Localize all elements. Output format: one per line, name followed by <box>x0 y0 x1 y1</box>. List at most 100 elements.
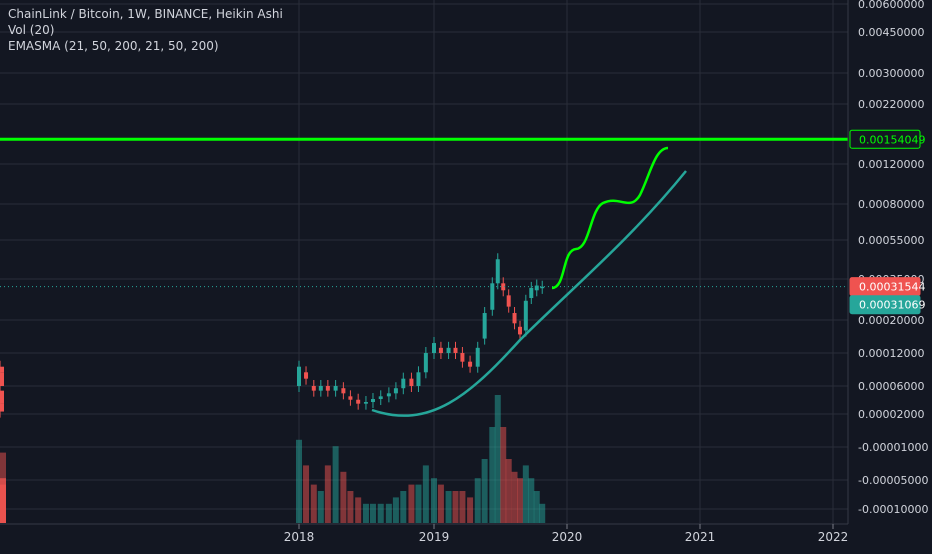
volume-bar <box>362 503 369 523</box>
candle-body[interactable] <box>401 378 406 389</box>
volume-bar <box>369 503 376 523</box>
candle-body[interactable] <box>304 372 309 379</box>
time-tick-label: 2019 <box>419 530 450 544</box>
candle-body[interactable] <box>356 399 361 404</box>
volume-bar <box>303 465 310 523</box>
candle-body[interactable] <box>446 347 451 353</box>
candle-body[interactable] <box>460 353 465 362</box>
volume-bar <box>445 491 452 523</box>
candle-body[interactable] <box>297 366 301 386</box>
volume-bar <box>528 478 535 523</box>
price-tick-label: -0.00005000 <box>858 474 928 487</box>
candle-body[interactable] <box>370 399 375 403</box>
volume-bar <box>474 478 481 523</box>
volume-bar <box>494 395 501 523</box>
volume-bar <box>400 491 407 523</box>
volume-bar <box>459 491 466 523</box>
time-tick-label: 2021 <box>685 530 716 544</box>
candle-body[interactable] <box>0 372 4 386</box>
candle-body[interactable] <box>378 396 383 400</box>
volume-bar <box>422 465 429 523</box>
price-tick-label: 0.00006000 <box>858 380 924 393</box>
price-tick-label: 0.00080000 <box>858 198 924 211</box>
time-tick-label: 2020 <box>552 530 583 544</box>
volume-bar <box>500 427 507 523</box>
candle-body[interactable] <box>506 295 511 307</box>
volume-bar <box>511 471 518 523</box>
candle-body[interactable] <box>409 378 414 386</box>
volume-bar <box>347 491 354 523</box>
candle-body[interactable] <box>529 287 534 299</box>
candle-body[interactable] <box>438 347 443 353</box>
price-tick-label: 0.00450000 <box>858 26 924 39</box>
candle-body[interactable] <box>534 285 539 291</box>
candle-body[interactable] <box>318 386 323 391</box>
volume-bar <box>317 491 324 523</box>
legend-emasma[interactable]: EMASMA (21, 50, 200, 21, 50, 200) <box>8 39 219 53</box>
candle-body[interactable] <box>333 386 338 391</box>
ma-badge-bg <box>849 295 921 315</box>
candle-body[interactable] <box>0 403 4 412</box>
last-price-badge: 0.00031544 <box>849 277 925 297</box>
candle-body[interactable] <box>517 326 522 335</box>
candle-body[interactable] <box>523 300 528 331</box>
price-tick-label: 0.00020000 <box>858 314 924 327</box>
projection-path[interactable] <box>551 146 669 290</box>
price-tick-label: -0.00001000 <box>858 441 928 454</box>
candle-layer[interactable] <box>0 253 545 418</box>
volume-bar <box>489 427 496 523</box>
candle-body[interactable] <box>348 396 353 400</box>
volume-bar <box>415 484 422 523</box>
volume-bar <box>516 478 523 523</box>
candle-body[interactable] <box>490 283 495 310</box>
volume-bar <box>467 497 474 523</box>
legend-vol[interactable]: Vol (20) <box>8 23 54 37</box>
price-tick-label: 0.00055000 <box>858 234 924 247</box>
volume-bar <box>310 484 317 523</box>
candle-body[interactable] <box>475 347 480 367</box>
candle-body[interactable] <box>325 386 330 391</box>
candle-body[interactable] <box>453 347 458 353</box>
candle-body[interactable] <box>0 366 4 373</box>
volume-bar <box>431 478 437 523</box>
price-tick-label: 0.00012000 <box>858 347 924 360</box>
price-tick-label: 0.00300000 <box>858 67 924 80</box>
volume-bar <box>377 503 384 523</box>
level-badge-text: 0.00154049 <box>859 133 925 146</box>
volume-bar <box>505 459 512 523</box>
time-tick-label: 2022 <box>818 530 849 544</box>
volume-bar <box>332 446 339 523</box>
candle-body[interactable] <box>432 343 436 353</box>
support-trendline[interactable] <box>371 170 687 417</box>
volume-bar <box>481 459 488 523</box>
candle-body[interactable] <box>512 313 517 324</box>
candle-body[interactable] <box>495 259 500 284</box>
ma-badge-text: 0.00031069 <box>859 299 925 312</box>
volume-bar <box>340 471 347 523</box>
candle-body[interactable] <box>311 386 316 391</box>
candle-body[interactable] <box>341 388 346 394</box>
volume-bar <box>533 491 540 523</box>
volume-bar <box>296 439 302 523</box>
candle-body[interactable] <box>416 372 421 386</box>
legend-title[interactable]: ChainLink / Bitcoin, 1W, BINANCE, Heikin… <box>8 7 283 21</box>
candle-body[interactable] <box>393 388 398 394</box>
candle-body[interactable] <box>363 402 368 404</box>
candle-body[interactable] <box>501 283 506 291</box>
candle-body[interactable] <box>540 286 545 289</box>
volume-bar <box>539 503 546 523</box>
candle-body[interactable] <box>423 353 428 373</box>
price-tick-label: 0.00120000 <box>858 158 924 171</box>
candle-body[interactable] <box>482 313 487 339</box>
volume-bar <box>392 497 399 523</box>
price-tick-label: 0.00220000 <box>858 98 924 111</box>
candle-body[interactable] <box>0 396 4 404</box>
time-axis[interactable]: 2018 2019 2020 2021 2022 <box>0 523 849 544</box>
candle-body[interactable] <box>386 393 391 397</box>
volume-bar <box>522 465 529 523</box>
candle-body[interactable] <box>468 361 473 367</box>
drawing-layer[interactable] <box>0 137 848 417</box>
